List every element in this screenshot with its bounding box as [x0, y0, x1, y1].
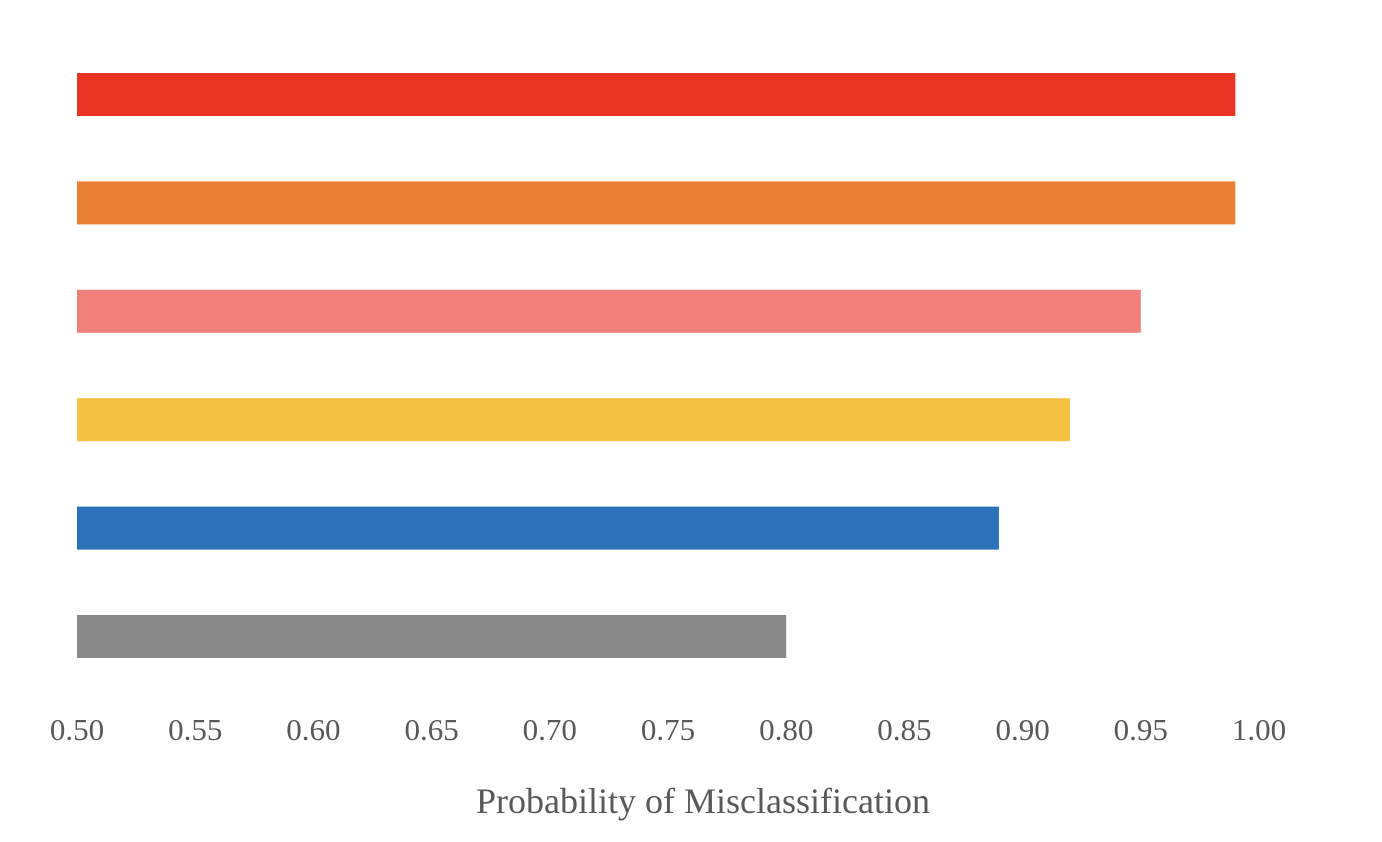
bar-2 [77, 289, 1141, 333]
x-tick-label: 0.85 [877, 712, 931, 747]
x-tick-label: 0.65 [404, 712, 458, 747]
x-tick-label: 1.00 [1232, 712, 1286, 747]
bar-4 [77, 506, 999, 550]
x-tick-label: 0.55 [168, 712, 222, 747]
bar-0 [77, 73, 1236, 116]
x-tick-label: 0.80 [759, 712, 813, 747]
x-tick-label: 0.95 [1114, 712, 1168, 747]
bar-1 [77, 181, 1236, 225]
x-axis-title: Probability of Misclassification [476, 781, 930, 821]
bar-3 [77, 398, 1070, 442]
x-tick-label: 0.60 [286, 712, 340, 747]
bar-5 [77, 615, 787, 658]
x-tick-label: 0.50 [50, 712, 104, 747]
x-tick-labels: 0.50 0.55 0.60 0.65 0.70 0.75 0.80 0.85 0.90 0.95… [50, 712, 1286, 747]
bars-group [77, 73, 1236, 658]
x-tick-label: 0.90 [995, 712, 1049, 747]
x-tick-label: 0.70 [523, 712, 577, 747]
x-tick-label: 0.75 [641, 712, 695, 747]
